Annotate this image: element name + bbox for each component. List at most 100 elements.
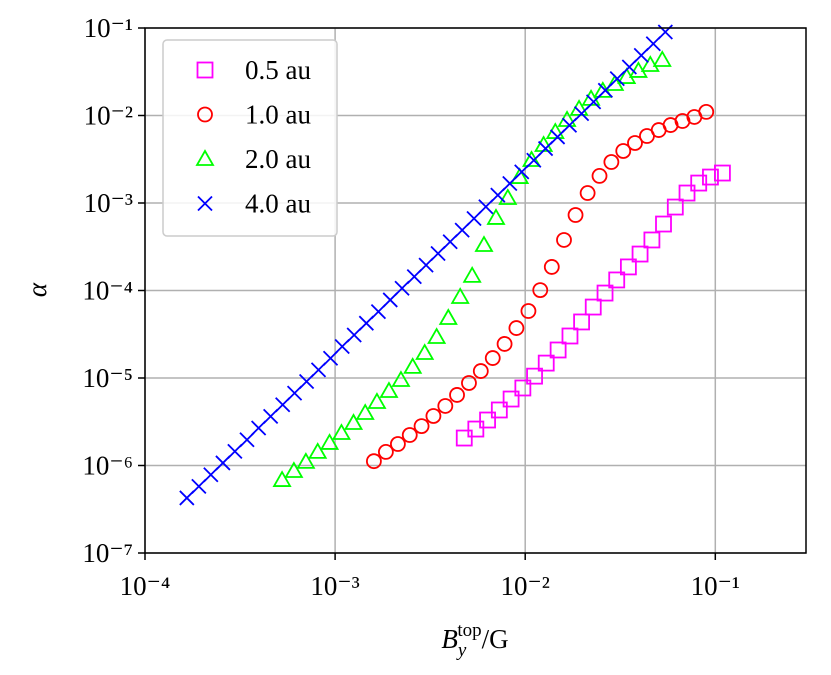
circle-marker	[425, 408, 442, 424]
cross-marker	[275, 397, 291, 413]
cross-marker	[537, 140, 554, 157]
square-marker	[514, 379, 532, 397]
triangle-marker	[640, 55, 660, 72]
circle-marker	[508, 320, 525, 336]
triangle-marker	[474, 235, 494, 252]
cross-marker	[394, 280, 410, 296]
square-marker	[714, 164, 731, 182]
cross-marker	[609, 70, 625, 87]
square-marker	[690, 174, 708, 192]
square-marker	[490, 401, 508, 419]
square-marker	[561, 327, 579, 345]
x-tick-label: 10⁻³	[310, 571, 359, 601]
cross-marker	[418, 257, 434, 273]
circle-marker	[591, 168, 608, 184]
circle-marker	[556, 232, 572, 248]
x-label-sup: top	[457, 620, 481, 641]
triangle-marker	[343, 413, 364, 430]
data-marks	[179, 24, 731, 506]
cross-marker	[203, 467, 219, 483]
triangle-marker	[391, 370, 411, 387]
cross-marker	[454, 222, 470, 238]
y-tick-label: 10⁻²	[84, 101, 133, 131]
cross-marker	[466, 210, 482, 227]
square-marker	[526, 367, 543, 385]
circle-marker	[698, 103, 715, 120]
triangle-marker	[331, 423, 352, 440]
cross-marker	[442, 234, 458, 250]
cross-marker	[322, 350, 339, 366]
circle-marker	[197, 106, 213, 123]
x-tick-label: 10⁻¹	[691, 571, 740, 601]
y-tick-label: 10⁻⁵	[82, 363, 133, 393]
triangle-marker	[498, 188, 518, 205]
x-tick-label: 10⁻⁴	[120, 571, 171, 601]
square-marker	[537, 354, 555, 372]
y-tick-label: 10⁻⁷	[82, 538, 133, 568]
legend-label: 4.0 au	[245, 189, 311, 219]
cross-marker	[262, 408, 279, 425]
square-marker	[655, 215, 672, 233]
square-marker	[479, 411, 496, 429]
square-marker	[196, 61, 214, 79]
square-marker	[596, 284, 614, 302]
cross-marker	[334, 338, 350, 355]
circle-marker	[366, 453, 382, 470]
cross-marker	[633, 47, 649, 64]
triangle-marker	[415, 343, 435, 360]
circle-marker	[484, 350, 501, 366]
cross-marker	[621, 59, 637, 75]
y-axis-label: α	[22, 282, 52, 297]
triangle-marker	[320, 433, 340, 450]
circle-marker	[461, 375, 477, 391]
square-marker	[549, 341, 567, 359]
square-marker	[573, 313, 590, 331]
cross-marker	[370, 303, 387, 320]
square-marker	[584, 298, 602, 316]
cross-marker	[526, 152, 542, 168]
legend: 0.5 au 1.0 au 2.0 au 4.0 au	[162, 39, 338, 237]
cross-marker	[490, 187, 506, 203]
cross-marker	[286, 385, 303, 401]
cross-marker	[310, 362, 327, 378]
cross-marker	[197, 195, 213, 212]
triangle-marker	[308, 442, 328, 459]
square-marker	[702, 168, 719, 186]
legend-box	[162, 39, 338, 237]
square-marker	[502, 390, 520, 408]
circle-marker	[390, 436, 406, 452]
circle-marker	[543, 259, 560, 275]
legend-label: 1.0 au	[245, 100, 311, 130]
triangle-marker	[195, 149, 215, 166]
cross-marker	[215, 455, 231, 471]
circle-marker	[615, 143, 632, 159]
cross-marker	[250, 420, 267, 436]
triangle-marker	[450, 287, 470, 304]
circle-marker	[496, 336, 513, 352]
circle-marker	[520, 303, 537, 319]
cross-marker	[573, 106, 590, 122]
circle-marker	[472, 363, 489, 379]
triangle-marker	[652, 50, 672, 67]
y-tick-label: 10⁻⁴	[82, 276, 133, 306]
circle-marker	[532, 282, 549, 299]
triangle-marker	[486, 208, 506, 225]
x-label-sub: y	[456, 640, 467, 661]
triangle-marker	[296, 452, 316, 469]
cross-marker	[549, 129, 566, 145]
cross-marker	[191, 478, 207, 494]
x-tick-label: 10⁻²	[501, 571, 550, 601]
square-marker	[631, 245, 649, 263]
triangle-marker	[284, 461, 304, 478]
x-label-rest: /G	[482, 624, 509, 654]
triangle-marker	[462, 266, 482, 283]
triangle-marker	[379, 381, 399, 398]
square-marker	[666, 198, 684, 216]
series	[179, 24, 673, 506]
legend-label: 0.5 au	[245, 55, 311, 85]
cross-marker	[561, 117, 578, 133]
circle-marker	[579, 185, 596, 201]
triangle-marker	[403, 357, 423, 374]
